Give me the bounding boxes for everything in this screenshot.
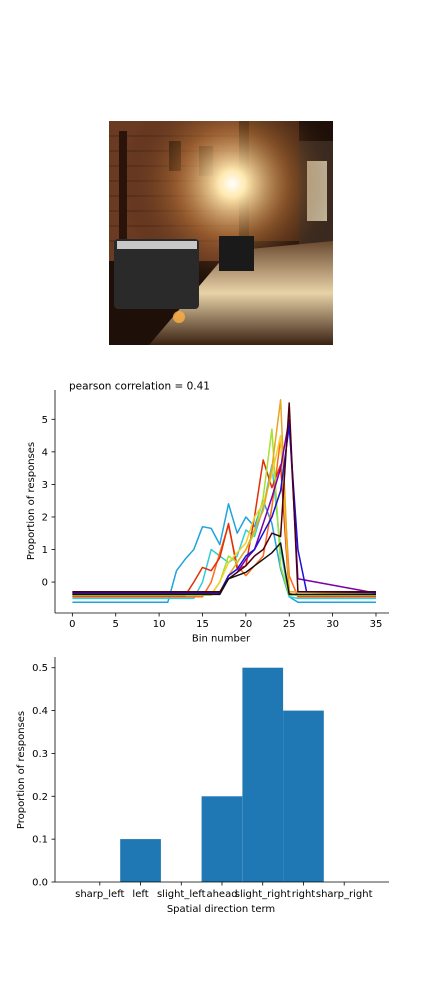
- chart-title: pearson correlation = 0.41: [69, 381, 210, 393]
- y-axis-label: Proportion of responses: [26, 442, 37, 560]
- street-photo: [109, 121, 333, 345]
- y-tick-label: 1: [42, 545, 48, 556]
- x-tick-label: 15: [196, 619, 209, 630]
- axis-ticks: sharp_left left slight_left aheadslight_rig…: [32, 657, 389, 900]
- y-tick-label: 3: [42, 480, 48, 491]
- y-tick-label: 0.5: [32, 663, 48, 674]
- x-tick-label: right: [292, 889, 316, 900]
- bar-left: [120, 839, 161, 882]
- x-tick-label: ahead: [206, 889, 237, 900]
- y-tick-label: 0.0: [32, 878, 48, 889]
- y-tick-label: 2: [42, 512, 48, 523]
- y-tick-label: 0: [42, 578, 48, 589]
- x-tick-label: left: [132, 889, 148, 900]
- series-line-4: [72, 428, 376, 596]
- series-line-3: [72, 459, 376, 597]
- bar-slight_right: [242, 667, 284, 882]
- x-tick-label: 30: [326, 619, 339, 630]
- series-line-1: [72, 464, 376, 600]
- series-line-10: [72, 542, 376, 596]
- bar-right: [283, 710, 324, 882]
- x-tick-label: slight_right: [235, 889, 291, 900]
- bar-chart: sharp_left left slight_left aheadslight_rig…: [16, 657, 389, 915]
- x-tick-label: 10: [153, 619, 166, 630]
- bars: [120, 667, 324, 882]
- y-tick-label: 0.4: [32, 706, 48, 717]
- y-axis-label: Proportion of responses: [16, 711, 27, 829]
- x-tick-label: 20: [239, 619, 252, 630]
- x-tick-label: 5: [113, 619, 119, 630]
- x-tick-label: sharp_left: [75, 889, 124, 900]
- axis-ticks: 0 5 10 15 20 25 30 35 0 1 2 3 4 5: [42, 390, 389, 630]
- line-chart: 0 5 10 15 20 25 30 35 0 1 2 3 4 5 pearson correlation…: [26, 381, 389, 645]
- x-tick-label: slight_left: [157, 889, 206, 900]
- y-tick-label: 5: [42, 415, 48, 426]
- x-tick-label: 25: [283, 619, 296, 630]
- x-axis-label: Spatial direction term: [167, 904, 275, 915]
- x-axis-label: Bin number: [192, 634, 251, 645]
- y-tick-label: 0.3: [32, 749, 48, 760]
- bar-ahead: [201, 796, 243, 882]
- series-line-9: [72, 402, 376, 593]
- series-line-8: [72, 425, 377, 594]
- x-tick-label: sharp_right: [316, 889, 373, 900]
- y-tick-label: 0.2: [32, 792, 48, 803]
- x-tick-label: 35: [370, 619, 383, 630]
- series-line-6: [72, 399, 377, 595]
- y-tick-label: 0.1: [32, 835, 48, 846]
- series-line-5: [72, 434, 377, 596]
- x-tick-label: 0: [69, 619, 75, 630]
- y-tick-label: 4: [42, 447, 48, 458]
- plot-area: [72, 399, 377, 604]
